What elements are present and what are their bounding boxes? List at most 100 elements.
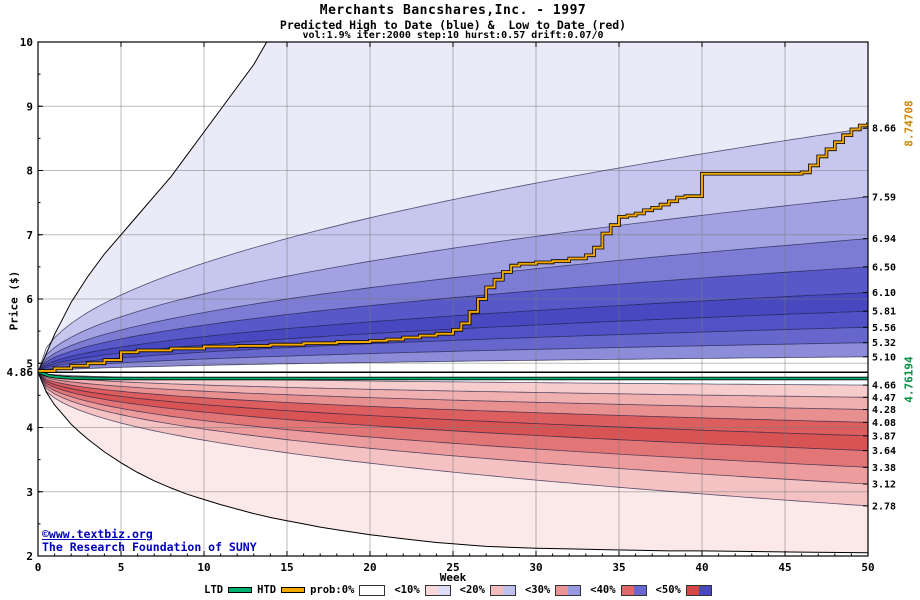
right-axis-value-label: 7.59 xyxy=(872,192,896,203)
band-fill-low xyxy=(38,372,868,423)
band-boundary-line xyxy=(38,196,868,373)
right-axis-value-label: 3.64 xyxy=(872,446,896,457)
chart-title: Merchants Bancshares,Inc. - 1997 xyxy=(319,3,587,18)
band-fill-high xyxy=(38,196,868,373)
right-axis-value-label: 3.12 xyxy=(872,480,896,491)
legend: LTD HTD prob:0% <10% <20% <30% <40% <50% xyxy=(0,584,920,596)
right-axis-value-label: 5.10 xyxy=(872,352,896,363)
right-axis-value-label: 4.47 xyxy=(872,393,896,404)
chart-subtitle: Predicted High to Date (blue) & Low to D… xyxy=(279,18,627,32)
x-axis-label: Week xyxy=(439,571,467,584)
right-axis-value-label: 5.81 xyxy=(872,307,896,318)
series-lines xyxy=(38,122,868,381)
envelope-top-line xyxy=(38,42,268,373)
axis-tick-label: 15 xyxy=(280,561,293,574)
band-boundary-line xyxy=(38,127,868,373)
right-axis-value-label: 3.87 xyxy=(872,431,896,442)
band-boundary-line xyxy=(38,372,868,485)
legend-ltd-label: LTD xyxy=(204,584,224,596)
axis-tick-label: 6 xyxy=(26,293,33,306)
band-boundary-line xyxy=(38,292,868,373)
chart-parameters: vol:1.9% iter:2000 step:10 hurst:0.57 dr… xyxy=(302,30,604,41)
axis-tick-label: 35 xyxy=(612,561,625,574)
ltd-line xyxy=(38,371,868,380)
band-fill-low xyxy=(38,372,868,451)
axis-tick-label: 45 xyxy=(778,561,791,574)
right-axis-value-label: 6.94 xyxy=(872,234,896,245)
band-boundary-line xyxy=(38,371,868,468)
envelope-bottom-line xyxy=(38,372,868,554)
htd-final-value-label: 8.74708 xyxy=(902,99,916,147)
axis-tick-label: 9 xyxy=(26,100,33,113)
right-axis-value-label: 4.66 xyxy=(872,381,896,392)
legend-htd-label: HTD xyxy=(257,584,277,596)
band-boundary-line xyxy=(38,371,868,451)
right-axis-value-label: 5.32 xyxy=(872,338,896,349)
band-fill-high xyxy=(38,292,868,373)
band-fill-low xyxy=(38,372,868,468)
legend-band-swatch xyxy=(555,584,582,596)
legend-band-label: <40% xyxy=(590,584,616,596)
band-fill-high xyxy=(38,42,868,373)
axis-tick-label: 0 xyxy=(35,561,42,574)
axis-tick-label: 4 xyxy=(26,422,33,435)
axis-tick-label: 20 xyxy=(363,561,376,574)
band-boundary-line xyxy=(38,371,868,410)
axis-tick-label: 3 xyxy=(26,486,33,499)
band-boundary-line xyxy=(38,372,868,507)
axis-tick-label: 8 xyxy=(26,165,33,178)
band-boundary-line xyxy=(38,371,868,423)
band-fill-high xyxy=(38,128,868,373)
axis-tick-label: 5 xyxy=(118,561,125,574)
band-fill-high xyxy=(38,238,868,373)
legend-band-label: prob:0% xyxy=(310,584,355,596)
grid-lines xyxy=(38,42,868,556)
band-boundary-line xyxy=(38,238,868,373)
band-fill-low xyxy=(38,372,868,506)
right-axis-labels: 8.66 7.59 6.94 6.50 6.10 5.81 5.56 5.32 5.10 4.66… xyxy=(863,124,896,512)
right-axis-value-label: 4.08 xyxy=(872,418,896,429)
right-axis-value-label: 5.56 xyxy=(872,323,896,334)
axis-tick-label: 7 xyxy=(26,229,33,242)
axis-tick-label: 25 xyxy=(446,561,459,574)
right-axis-value-label: 2.78 xyxy=(872,501,896,512)
axis-tick-label: 40 xyxy=(695,561,708,574)
band-fill-low xyxy=(38,372,868,410)
htd-line xyxy=(38,122,868,372)
legend-ltd-swatch xyxy=(228,587,253,593)
axis-ticks xyxy=(37,41,869,557)
band-boundaries xyxy=(38,42,868,554)
right-axis-value-label: 8.66 xyxy=(872,124,896,135)
axis-tick-label: 10 xyxy=(20,36,33,49)
legend-band-label: <30% xyxy=(524,584,551,596)
axis-tick-label: 5 xyxy=(26,357,33,370)
legend-band-label: <20% xyxy=(459,584,485,596)
right-axis-value-label: 4.28 xyxy=(872,405,896,416)
y-axis-label: Price ($) xyxy=(7,270,21,331)
legend-band-label: <50% xyxy=(655,584,681,596)
band-fill-low xyxy=(38,372,868,553)
right-axis-value-label: 3.38 xyxy=(872,463,896,474)
legend-band-label: <10% xyxy=(394,584,420,596)
axis-tick-label: 30 xyxy=(529,561,542,574)
copyright-foundation-text: The Research Foundation of SUNY xyxy=(42,540,257,554)
legend-band-swatch xyxy=(685,584,712,596)
band-boundary-line xyxy=(38,266,868,373)
axis-tick-label: 2 xyxy=(26,550,33,563)
band-fill-low xyxy=(38,372,868,436)
band-boundary-line xyxy=(38,371,868,437)
copyright-link[interactable]: ©www.textbiz.org xyxy=(42,527,153,541)
ltd-final-value-label: 4.76194 xyxy=(902,355,916,403)
axis-tick-label: 50 xyxy=(861,561,874,574)
legend-band-swatch xyxy=(620,584,647,596)
legend-htd-swatch xyxy=(281,587,306,593)
legend-band-swatch xyxy=(489,584,516,596)
band-fill-high xyxy=(38,311,868,373)
band-boundary-line xyxy=(38,326,868,373)
band-boundary-line xyxy=(38,371,868,398)
legend-band-swatch xyxy=(359,584,386,596)
right-axis-value-label: 6.10 xyxy=(872,288,896,299)
